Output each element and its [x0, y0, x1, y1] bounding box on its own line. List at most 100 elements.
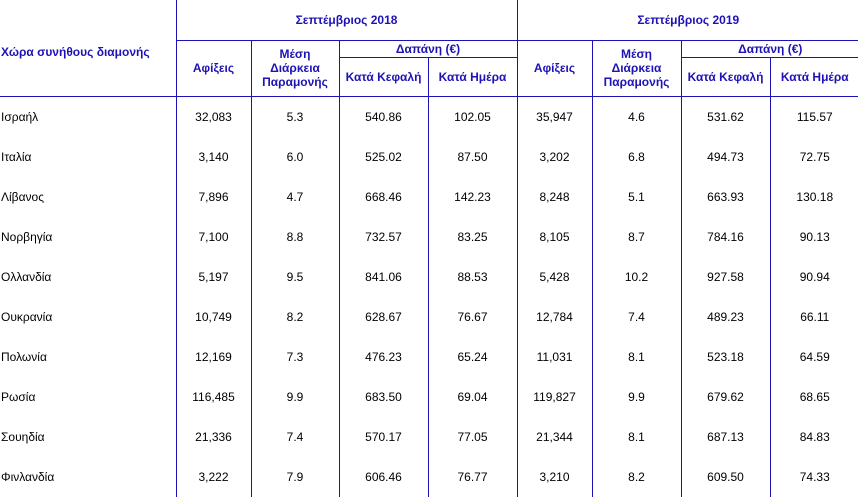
- per-day-2019: 130.18: [769, 176, 858, 217]
- per-day-2018: 69.04: [427, 376, 518, 417]
- arrivals-2019: 3,202: [516, 136, 593, 177]
- table-row: Λίβανος 7,896 4.7 668.46 142.23 8,248 5.…: [0, 176, 858, 217]
- table-row: Ιταλία 3,140 6.0 525.02 87.50 3,202 6.8 …: [0, 136, 858, 177]
- arrivals-2019: 35,947: [516, 96, 593, 137]
- per-capita-2019: 489.23: [680, 296, 771, 337]
- per-capita-2018: 841.06: [338, 256, 428, 297]
- per-capita-2018: 668.46: [338, 176, 428, 217]
- arrivals-2018: 12,169: [175, 336, 251, 377]
- avg-stay-2018: 6.0: [250, 136, 339, 177]
- avg-stay-2018: 8.2: [250, 296, 339, 337]
- per-day-2018: 142.23: [427, 176, 518, 217]
- period-header-2019: Σεπτέμβριος 2019: [516, 0, 858, 41]
- country-name: Ιταλία: [1, 149, 32, 164]
- per-capita-2019: 531.62: [680, 96, 771, 137]
- arrivals-header-2018: Αφίξεις: [175, 40, 251, 96]
- per-capita-header-2019: Κατά Κεφαλή: [680, 57, 771, 96]
- table-row: Ουκρανία 10,749 8.2 628.67 76.67 12,784 …: [0, 296, 858, 337]
- avg-stay-2019: 10.2: [591, 256, 682, 297]
- per-day-2018: 88.53: [427, 256, 518, 297]
- avg-stay-header-2019: Μέση Διάρκεια Παραμονής: [591, 40, 682, 96]
- arrivals-2018: 32,083: [175, 96, 251, 137]
- per-capita-2018: 525.02: [338, 136, 428, 177]
- per-capita-2018: 732.57: [338, 216, 428, 257]
- avg-stay-2018: 4.7: [250, 176, 339, 217]
- country-name: Ισραήλ: [1, 109, 39, 124]
- country-name: Ολλανδία: [1, 269, 52, 284]
- per-day-2019: 84.83: [769, 416, 858, 457]
- per-capita-2019: 687.13: [680, 416, 771, 457]
- avg-stay-header-2018: Μέση Διάρκεια Παραμονής: [250, 40, 339, 96]
- country-column-header: Χώρα συνήθους διαμονής: [1, 45, 150, 59]
- country-name: Φινλανδία: [1, 469, 55, 484]
- avg-stay-2019: 8.2: [591, 456, 682, 497]
- arrivals-2019: 11,031: [516, 336, 593, 377]
- arrivals-2019: 5,428: [516, 256, 593, 297]
- arrivals-2018: 10,749: [175, 296, 251, 337]
- arrivals-2018: 3,140: [175, 136, 251, 177]
- avg-stay-2018: 8.8: [250, 216, 339, 257]
- per-capita-2018: 570.17: [338, 416, 428, 457]
- avg-stay-2018: 7.4: [250, 416, 339, 457]
- arrivals-2018: 7,100: [175, 216, 251, 257]
- per-day-header-2019: Κατά Ημέρα: [769, 57, 858, 96]
- arrivals-header-2019: Αφίξεις: [516, 40, 593, 96]
- country-name: Νορβηγία: [1, 229, 53, 244]
- avg-stay-2019: 7.4: [591, 296, 682, 337]
- per-capita-2018: 683.50: [338, 376, 428, 417]
- per-capita-2018: 476.23: [338, 336, 428, 377]
- arrivals-2018: 5,197: [175, 256, 251, 297]
- arrivals-2019: 21,344: [516, 416, 593, 457]
- table-row: Σουηδία 21,336 7.4 570.17 77.05 21,344 8…: [0, 416, 858, 457]
- per-capita-header-2018: Κατά Κεφαλή: [338, 57, 428, 96]
- per-capita-2018: 540.86: [338, 96, 428, 137]
- avg-stay-2018: 7.9: [250, 456, 339, 497]
- table-row: Ολλανδία 5,197 9.5 841.06 88.53 5,428 10…: [0, 256, 858, 297]
- spending-header-2018: Δαπάνη (€): [338, 40, 518, 58]
- arrivals-2018: 3,222: [175, 456, 251, 497]
- per-day-2018: 65.24: [427, 336, 518, 377]
- per-capita-2019: 523.18: [680, 336, 771, 377]
- per-capita-2019: 679.62: [680, 376, 771, 417]
- arrivals-2018: 21,336: [175, 416, 251, 457]
- country-name: Ρωσία: [1, 389, 36, 404]
- avg-stay-2018: 9.9: [250, 376, 339, 417]
- period-header-2018: Σεπτέμβριος 2018: [175, 0, 518, 41]
- avg-stay-2019: 8.7: [591, 216, 682, 257]
- per-day-2018: 77.05: [427, 416, 518, 457]
- per-day-2018: 83.25: [427, 216, 518, 257]
- avg-stay-2019: 8.1: [591, 416, 682, 457]
- country-name: Πολωνία: [1, 349, 47, 364]
- arrivals-2019: 8,248: [516, 176, 593, 217]
- avg-stay-2019: 4.6: [591, 96, 682, 137]
- per-capita-2018: 606.46: [338, 456, 428, 497]
- per-capita-2019: 609.50: [680, 456, 771, 497]
- arrivals-2019: 8,105: [516, 216, 593, 257]
- arrivals-2019: 3,210: [516, 456, 593, 497]
- per-day-header-2018: Κατά Ημέρα: [427, 57, 518, 96]
- per-day-2019: 90.13: [769, 216, 858, 257]
- avg-stay-2019: 6.8: [591, 136, 682, 177]
- arrivals-2019: 119,827: [516, 376, 593, 417]
- avg-stay-2019: 8.1: [591, 336, 682, 377]
- per-day-2018: 76.67: [427, 296, 518, 337]
- avg-stay-2019: 5.1: [591, 176, 682, 217]
- per-capita-2019: 927.58: [680, 256, 771, 297]
- country-name: Ουκρανία: [1, 309, 53, 324]
- avg-stay-2018: 7.3: [250, 336, 339, 377]
- avg-stay-2019: 9.9: [591, 376, 682, 417]
- per-day-2019: 115.57: [769, 96, 858, 137]
- table-row: Ισραήλ 32,083 5.3 540.86 102.05 35,947 4…: [0, 96, 858, 137]
- per-day-2019: 66.11: [769, 296, 858, 337]
- arrivals-2019: 12,784: [516, 296, 593, 337]
- table-row: Πολωνία 12,169 7.3 476.23 65.24 11,031 8…: [0, 336, 858, 377]
- per-day-2018: 102.05: [427, 96, 518, 137]
- avg-stay-2018: 9.5: [250, 256, 339, 297]
- table-row: Ρωσία 116,485 9.9 683.50 69.04 119,827 9…: [0, 376, 858, 417]
- per-day-2019: 90.94: [769, 256, 858, 297]
- avg-stay-2018: 5.3: [250, 96, 339, 137]
- per-capita-2019: 663.93: [680, 176, 771, 217]
- arrivals-2018: 116,485: [175, 376, 251, 417]
- per-capita-2018: 628.67: [338, 296, 428, 337]
